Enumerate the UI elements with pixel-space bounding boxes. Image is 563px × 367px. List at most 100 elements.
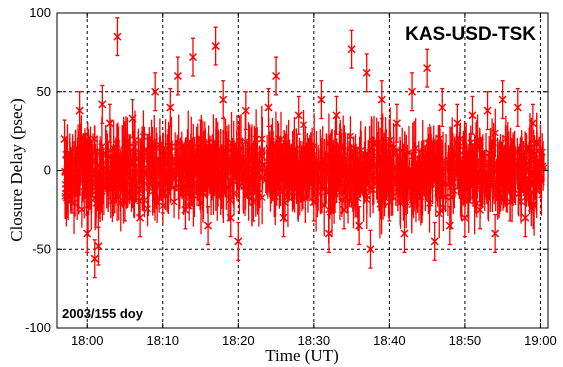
data-point — [203, 177, 211, 185]
date-label: 2003/155 doy — [62, 306, 144, 321]
data-point — [430, 237, 439, 246]
data-point — [492, 176, 500, 184]
data-point — [398, 147, 406, 155]
data-point — [453, 119, 462, 128]
data-point — [532, 186, 540, 194]
data-point — [327, 176, 335, 184]
x-tick-label: 18:40 — [373, 333, 406, 348]
data-point — [441, 159, 449, 167]
data-point — [94, 242, 103, 251]
data-point — [105, 119, 114, 128]
data-point — [300, 121, 308, 129]
data-point — [438, 103, 447, 112]
data-point — [502, 135, 510, 143]
data-point — [349, 176, 357, 184]
data-point — [146, 155, 154, 163]
data-point — [463, 166, 471, 174]
data-point — [236, 137, 244, 145]
x-tick-label: 19:00 — [524, 333, 557, 348]
data-point — [315, 165, 323, 173]
data-point — [524, 185, 532, 193]
x-tick-label: 18:20 — [222, 333, 255, 348]
data-point — [483, 106, 492, 115]
data-point — [435, 210, 443, 218]
data-point — [215, 160, 223, 168]
data-point — [165, 155, 173, 163]
data-point — [88, 179, 96, 187]
data-point — [221, 173, 229, 181]
data-point — [509, 178, 517, 186]
data-point — [249, 197, 258, 207]
data-point — [491, 229, 500, 238]
data-point — [155, 163, 163, 171]
data-point — [148, 160, 156, 168]
data-point — [436, 173, 444, 181]
data-point — [379, 184, 387, 192]
data-point — [340, 205, 349, 214]
data-point — [228, 167, 236, 175]
data-point — [343, 183, 351, 191]
data-point — [120, 197, 130, 207]
data-point — [309, 197, 318, 207]
data-point — [204, 221, 213, 230]
data-point — [336, 178, 344, 186]
x-tick-label: 18:30 — [298, 333, 331, 348]
data-point — [111, 180, 119, 188]
data-point — [252, 135, 260, 143]
data-point — [361, 155, 369, 163]
data-point — [400, 229, 409, 238]
data-point — [197, 175, 205, 183]
data-point — [533, 147, 541, 155]
data-point — [390, 165, 398, 173]
data-point — [279, 188, 287, 196]
data-point — [275, 175, 283, 183]
data-point — [460, 213, 469, 222]
data-point — [170, 198, 178, 206]
data-point — [432, 154, 440, 162]
data-point — [366, 245, 375, 254]
data-point — [68, 190, 77, 199]
data-point — [442, 193, 449, 201]
data-point — [304, 182, 312, 190]
data-point — [258, 194, 266, 202]
data-point — [308, 168, 316, 176]
data-point — [242, 161, 250, 169]
data-point — [521, 179, 529, 187]
data-point — [528, 119, 537, 128]
data-point — [288, 188, 296, 196]
data-point — [219, 95, 228, 104]
data-point — [320, 201, 328, 209]
data-point — [211, 42, 220, 51]
y-axis-title: Closure Delay (psec) — [7, 98, 26, 242]
data-point — [506, 197, 515, 207]
data-point — [234, 237, 243, 246]
data-point — [83, 229, 92, 238]
data-point — [488, 182, 496, 190]
data-point — [241, 106, 250, 115]
data-point — [188, 53, 197, 62]
data-point — [459, 158, 467, 166]
data-point — [489, 149, 497, 157]
data-point — [376, 200, 384, 208]
data-point — [469, 168, 477, 175]
x-tick-label: 18:00 — [71, 333, 104, 348]
data-point — [175, 184, 183, 192]
data-point — [210, 179, 218, 187]
y-tick-label: -100 — [25, 320, 51, 335]
data-point — [513, 103, 522, 112]
data-point — [234, 165, 241, 173]
data-point — [299, 171, 307, 179]
data-point — [76, 163, 84, 171]
data-point — [521, 213, 530, 222]
data-layer — [60, 17, 548, 279]
data-point — [426, 199, 433, 207]
data-point — [135, 148, 142, 156]
data-point — [429, 164, 437, 172]
data-point — [499, 159, 507, 167]
data-point — [362, 68, 371, 77]
data-point — [143, 169, 151, 177]
data-point — [344, 196, 352, 204]
data-point — [347, 45, 356, 54]
data-point — [355, 221, 364, 230]
data-point — [272, 71, 281, 81]
